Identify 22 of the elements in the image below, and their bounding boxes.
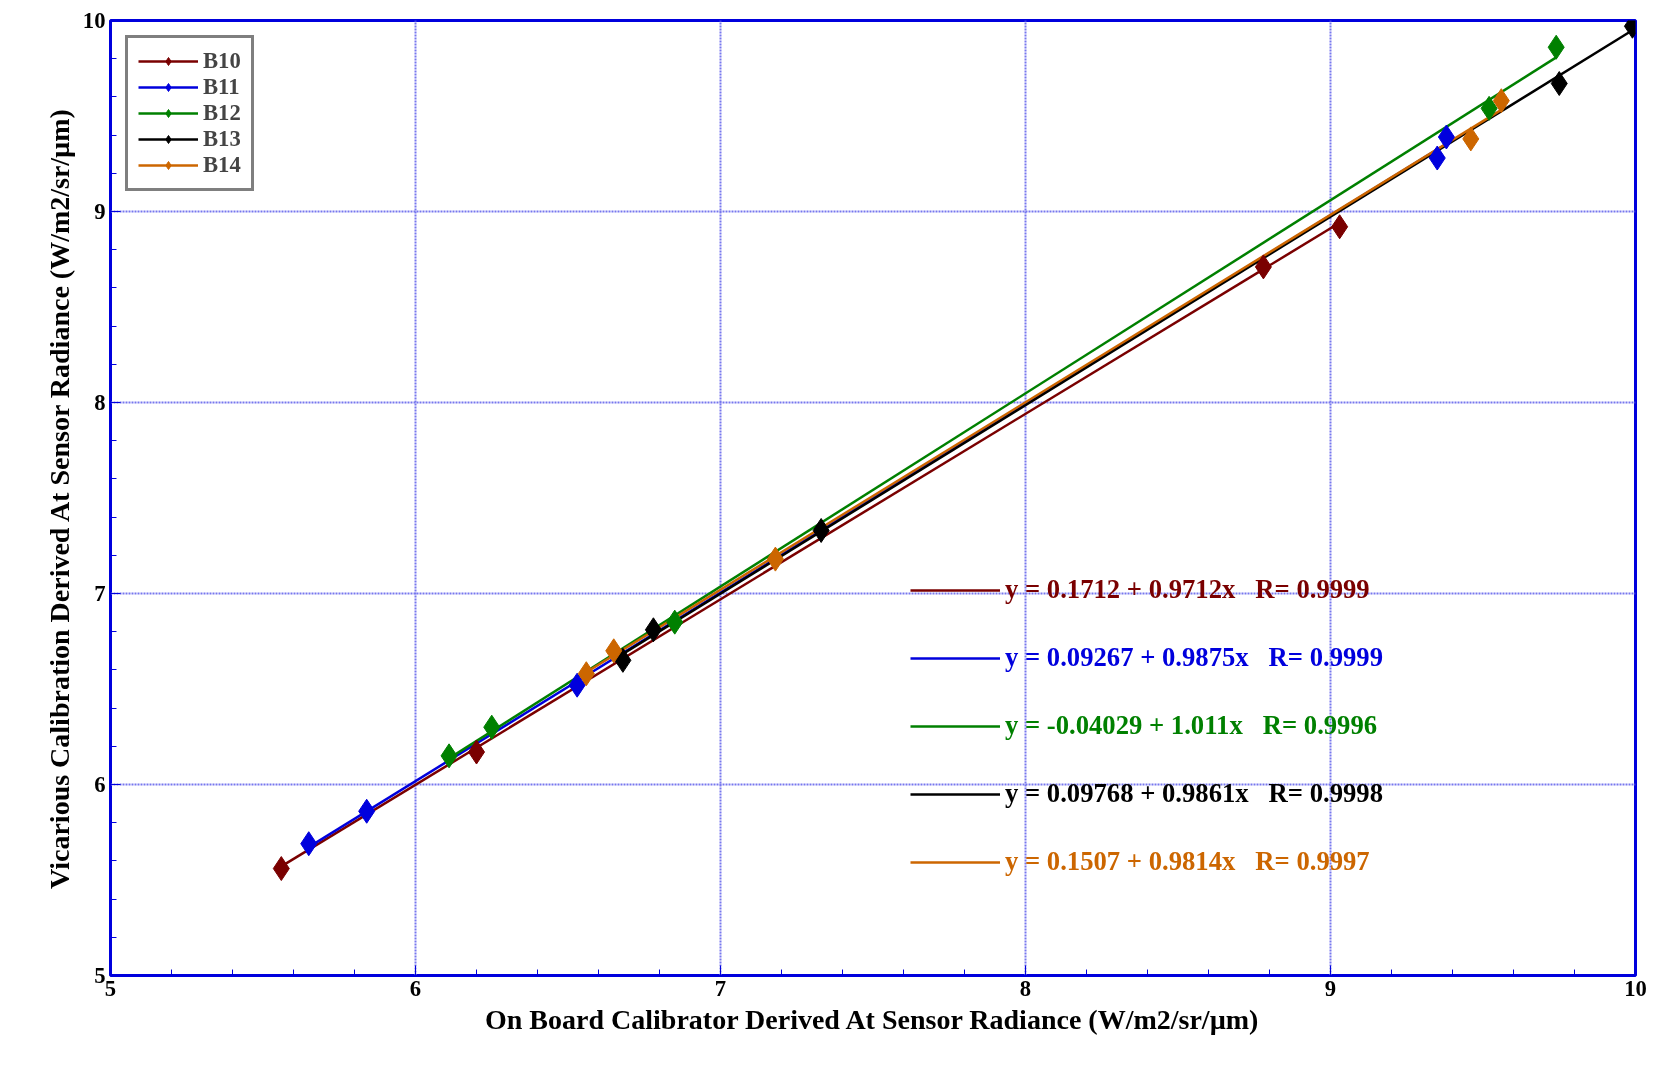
y-tick-label: 6 [94,772,106,797]
legend-label: y = -0.04029 + 1.011x R= 0.9996 [1005,710,1378,741]
y-axis-title: Vicarious Calibration Derived At Sensor Radiance (W/m2/sr/µm) [43,109,75,889]
x-tick-label: 10 [1624,975,1647,1001]
x-tick-label: 8 [1019,975,1032,1001]
x-tick-label: 7 [714,975,727,1001]
x-tick-label: 9 [1324,975,1337,1001]
legend-label: B12 [203,100,241,126]
legend-label: B13 [203,126,241,152]
legend-label: y = 0.1507 + 0.9814x R= 0.9997 [1005,846,1370,877]
legend-label: B14 [203,152,241,178]
x-axis-title: On Board Calibrator Derived At Sensor Radiance (W/m2/sr/µm) [485,1003,1259,1035]
legend-label: y = 0.1712 + 0.9712x R= 0.9999 [1005,574,1370,605]
legend-label: y = 0.09267 + 0.9875x R= 0.9999 [1005,642,1384,673]
y-tick-label: 10 [82,8,106,33]
x-tick-label: 6 [409,975,422,1001]
legend-label: B11 [203,74,240,100]
y-tick-label: 9 [94,199,106,224]
legend-label: y = 0.09768 + 0.9861x R= 0.9998 [1005,778,1384,809]
y-tick-label: 8 [94,390,106,415]
y-tick-label: 7 [94,581,106,606]
legend-label: B10 [203,48,241,74]
